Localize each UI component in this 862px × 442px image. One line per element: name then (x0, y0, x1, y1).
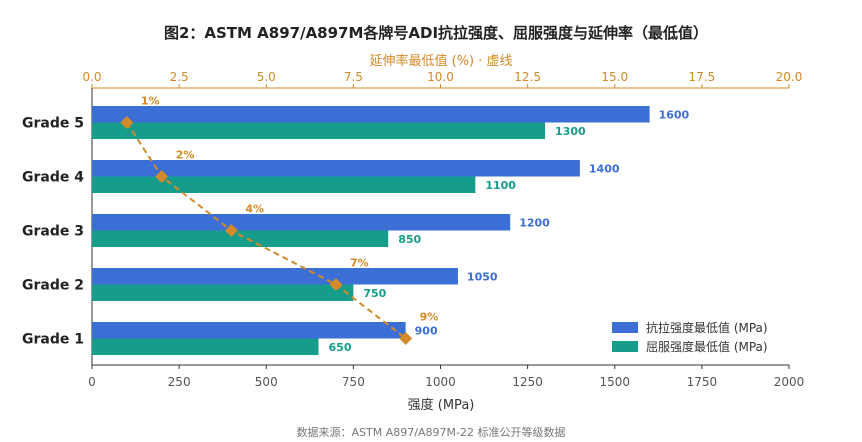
data-label-tensile: 1200 (519, 217, 550, 230)
data-label-yield: 1100 (485, 179, 516, 192)
bar-yield (92, 338, 319, 355)
elongation-label: 4% (245, 203, 264, 216)
x-tick-label: 750 (342, 375, 365, 389)
data-label-yield: 750 (363, 287, 386, 300)
x-tick-label: 250 (168, 375, 191, 389)
category-label: Grade 3 (22, 224, 84, 240)
category-label: Grade 5 (22, 116, 84, 132)
legend-swatch-yield (612, 341, 638, 352)
bar-tensile (92, 322, 406, 339)
data-label-yield: 850 (398, 233, 421, 246)
data-label-tensile: 1400 (589, 163, 620, 176)
secondary-tick-label: 20.0 (776, 70, 803, 84)
bar-yield (92, 284, 354, 301)
legend-label-yield: 屈服强度最低值 (MPa) (646, 339, 768, 354)
bar-yield (92, 176, 476, 193)
elongation-marker (399, 332, 413, 345)
elongation-marker (120, 116, 134, 129)
data-label-tensile: 1050 (467, 271, 498, 284)
secondary-tick-label: 12.5 (514, 70, 541, 84)
secondary-tick-label: 17.5 (689, 70, 716, 84)
elongation-marker (224, 224, 238, 237)
source-note: 数据来源：ASTM A897/A897M-22 标准公开等级数据 (297, 425, 566, 439)
legend-label-tensile: 抗拉强度最低值 (MPa) (646, 320, 768, 335)
x-tick-label: 0 (88, 375, 96, 389)
bar-yield (92, 122, 546, 139)
category-label: Grade 4 (22, 170, 84, 186)
x-tick-label: 500 (255, 375, 278, 389)
bar-yield (92, 230, 389, 247)
secondary-tick-label: 0.0 (82, 70, 101, 84)
elongation-label: 2% (176, 149, 195, 162)
legend-swatch-tensile (612, 322, 638, 333)
x-tick-label: 2000 (774, 375, 805, 389)
category-label: Grade 1 (22, 332, 84, 348)
category-label: Grade 2 (22, 278, 84, 294)
elongation-label: 7% (350, 257, 369, 270)
data-label-yield: 650 (329, 341, 352, 354)
data-label-tensile: 900 (415, 325, 438, 338)
secondary-tick-label: 5.0 (257, 70, 276, 84)
x-axis-label: 强度 (MPa) (408, 397, 475, 413)
bar-tensile (92, 106, 650, 123)
secondary-tick-label: 10.0 (427, 70, 454, 84)
bar-tensile (92, 268, 458, 285)
data-label-tensile: 1600 (659, 109, 690, 122)
elongation-label: 9% (420, 311, 439, 324)
x-tick-label: 1000 (425, 375, 456, 389)
x-tick-label: 1750 (687, 375, 718, 389)
plot-area: 0.0 2.5 5.0 7.5 10.0 12.5 15.0 17.5 20.0 0 250 500 7… (22, 70, 804, 389)
data-label-yield: 1300 (555, 125, 586, 138)
secondary-tick-label: 7.5 (344, 70, 363, 84)
chart-title: 图2：ASTM A897/A897M各牌号ADI抗拉强度、屈服强度与延伸率（最低… (164, 24, 708, 42)
secondary-tick-label: 2.5 (170, 70, 189, 84)
x-tick-label: 1250 (512, 375, 543, 389)
elongation-marker (155, 170, 169, 183)
elongation-label: 1% (141, 95, 160, 108)
elongation-marker (329, 278, 343, 291)
secondary-axis-label: 延伸率最低值 (%) · 虚线 (369, 53, 512, 69)
x-tick-label: 1500 (599, 375, 630, 389)
secondary-tick-label: 15.0 (601, 70, 628, 84)
bar-tensile (92, 160, 580, 177)
bar-tensile (92, 214, 511, 231)
